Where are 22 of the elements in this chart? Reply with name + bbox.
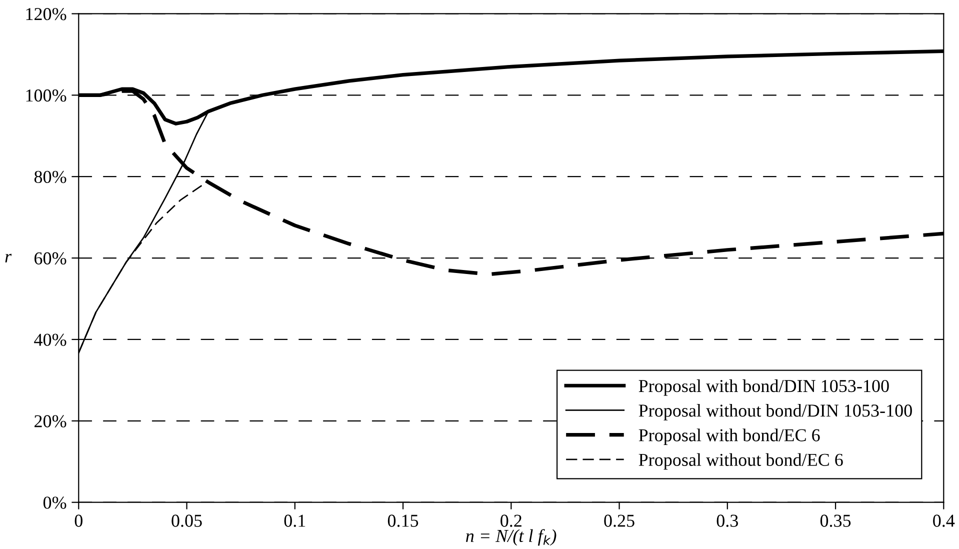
y-tick-label: 60% bbox=[34, 252, 66, 265]
y-tick-label: 100% bbox=[26, 89, 66, 102]
x-tick-label: 0.05 bbox=[172, 514, 202, 527]
legend-label: Proposal without bond/EC 6 bbox=[638, 453, 843, 470]
x-tick-label: 0.2 bbox=[500, 514, 522, 527]
legend-label: Proposal with bond/DIN 1053-100 bbox=[638, 379, 889, 396]
x-axis-title: n = N/(t l f$_{k}$) bbox=[466, 529, 556, 546]
x-tick-label: 0.15 bbox=[388, 514, 418, 527]
y-tick-label: 20% bbox=[34, 415, 66, 428]
y-tick-label: 0% bbox=[43, 496, 66, 509]
y-axis-title: r bbox=[5, 254, 12, 262]
x-tick-label: 0.3 bbox=[716, 514, 738, 527]
x-tick-label: 0.25 bbox=[604, 514, 634, 527]
x-tick-label: 0.4 bbox=[933, 514, 955, 527]
y-tick-label: 80% bbox=[34, 170, 66, 184]
x-tick-label: 0.1 bbox=[284, 514, 306, 527]
x-tick-label: 0.35 bbox=[820, 514, 851, 527]
legend-label: Proposal with bond/EC 6 bbox=[638, 428, 820, 446]
legend-label: Proposal without bond/DIN 1053-100 bbox=[638, 404, 912, 420]
y-tick-label: 40% bbox=[34, 334, 66, 346]
y-tick-label: 120% bbox=[26, 8, 66, 20]
x-tick-label: 0 bbox=[74, 514, 82, 527]
